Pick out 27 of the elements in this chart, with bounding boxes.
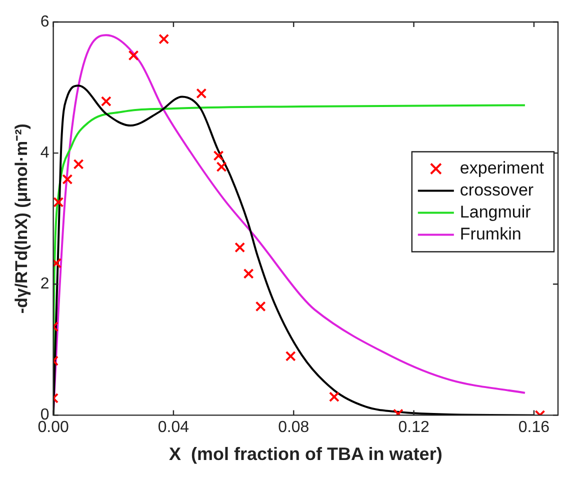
point	[234, 242, 246, 253]
x-tick-label: 0.08	[278, 419, 310, 436]
point	[158, 34, 170, 44]
point	[128, 50, 139, 61]
point	[62, 174, 73, 185]
legend-label: experiment	[460, 158, 544, 178]
y-tick-label: 4	[40, 144, 50, 162]
point	[73, 158, 84, 170]
x-tick-label: 0.16	[518, 419, 550, 436]
y-axis-title: -dγ/RTd(lnX) (μmol·m⁻²)	[12, 124, 31, 314]
point	[216, 162, 227, 172]
point	[243, 268, 254, 279]
x-tick-label: 0.04	[158, 419, 190, 436]
point	[213, 150, 224, 161]
y-tick-label: 6	[40, 13, 50, 30]
point	[100, 96, 112, 107]
y-tick-label: 2	[40, 276, 50, 293]
x-tick-label: 0.12	[398, 419, 430, 436]
point	[285, 350, 296, 362]
point	[328, 392, 340, 402]
point	[255, 301, 266, 312]
legend-label: Langmuir	[460, 202, 532, 222]
x-axis-title: X (mol fraction of TBA in water)	[168, 444, 442, 464]
legend-label: Frumkin	[460, 224, 522, 244]
legend-label: crossover	[460, 180, 534, 200]
point	[53, 196, 64, 208]
point	[196, 88, 207, 99]
